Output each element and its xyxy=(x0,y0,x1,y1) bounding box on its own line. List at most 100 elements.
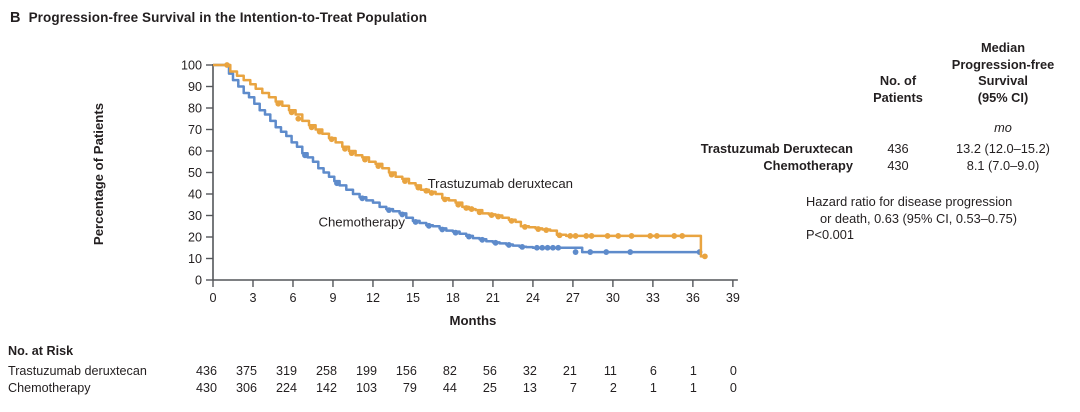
y-tick-label: 40 xyxy=(188,188,202,202)
censor-mark xyxy=(463,205,470,211)
censor-mark xyxy=(476,209,483,216)
curve-label-chemotherapy: Chemotherapy xyxy=(318,214,405,229)
y-tick-label: 80 xyxy=(188,102,202,116)
censor-mark xyxy=(604,233,611,239)
censor-mark xyxy=(572,249,579,255)
at-risk-value: 13 xyxy=(522,381,537,395)
censor-mark xyxy=(603,249,610,255)
at-risk-value: 2 xyxy=(609,381,617,395)
censor-mark xyxy=(342,145,348,152)
censor-mark xyxy=(275,100,282,107)
at-risk-value: 0 xyxy=(729,364,737,378)
at-risk-value: 1 xyxy=(649,381,657,395)
censor-mark xyxy=(671,233,678,239)
km-curve-chemotherapy xyxy=(213,63,700,254)
x-tick-label: 27 xyxy=(566,291,580,305)
at-risk-label-chemo: Chemotherapy xyxy=(8,381,91,395)
censor-mark xyxy=(439,226,446,233)
censor-mark xyxy=(519,243,526,250)
at-risk-value: 44 xyxy=(442,381,457,395)
summary-header-median: Median Progression-free Survival (95% CI… xyxy=(951,40,1055,105)
x-tick-label: 21 xyxy=(486,291,500,305)
censor-mark xyxy=(495,213,502,220)
hazard-line-1: Hazard ratio for disease progression xyxy=(806,194,1013,209)
censor-mark xyxy=(348,150,355,157)
censor-mark xyxy=(679,233,686,239)
at-risk-title: No. at Risk xyxy=(8,344,74,358)
y-tick-label: 90 xyxy=(188,80,202,94)
censor-mark xyxy=(415,184,422,191)
hazard-ratio-note: Hazard ratio for disease progression or … xyxy=(806,194,1017,244)
summary-row-median-chemo: 8.1 (7.0–9.0) xyxy=(966,158,1040,173)
censor-mark xyxy=(492,239,499,246)
km-curve-trastuzumab-deruxtecan xyxy=(213,63,707,258)
x-tick-label: 18 xyxy=(446,291,460,305)
at-risk-value: 56 xyxy=(482,364,497,378)
y-axis-title: Percentage of Patients xyxy=(91,103,106,245)
summary-row-label-chemo: Chemotherapy xyxy=(763,158,853,173)
censor-mark xyxy=(506,242,512,248)
censor-mark xyxy=(628,233,635,239)
censor-mark xyxy=(468,206,475,212)
x-tick-label: 36 xyxy=(686,291,700,305)
x-axis-title: Months xyxy=(449,313,496,328)
y-tick-label: 60 xyxy=(188,145,202,159)
y-tick-label: 10 xyxy=(188,252,202,266)
censor-mark xyxy=(701,253,708,260)
at-risk-value: 79 xyxy=(402,381,417,395)
censor-mark xyxy=(556,232,563,239)
x-tick-label: 12 xyxy=(366,291,380,305)
x-tick-label: 39 xyxy=(726,291,740,305)
curve-label-trastuzumab-deruxtecan: Trastuzumab deruxtecan xyxy=(428,176,573,191)
at-risk-value: 319 xyxy=(275,364,297,378)
at-risk-value: 142 xyxy=(315,381,337,395)
x-tick-label: 3 xyxy=(249,291,256,305)
censor-mark xyxy=(508,217,515,224)
panel-letter: B xyxy=(10,10,21,26)
y-tick-label: 20 xyxy=(188,231,202,245)
x-tick-label: 0 xyxy=(209,291,216,305)
x-tick-label: 6 xyxy=(289,291,296,305)
at-risk-value: 224 xyxy=(275,381,297,395)
at-risk-value: 0 xyxy=(729,381,737,395)
censor-mark xyxy=(555,244,562,251)
censor-mark xyxy=(587,249,594,255)
summary-row-median-tdxd: 13.2 (12.0–15.2) xyxy=(956,141,1050,156)
censor-mark xyxy=(615,233,622,239)
censor-mark xyxy=(455,201,462,208)
x-tick-label: 30 xyxy=(606,291,620,305)
at-risk-value: 430 xyxy=(195,381,217,395)
at-risk-value: 436 xyxy=(195,364,217,378)
at-risk-value: 1 xyxy=(689,364,697,378)
censor-mark xyxy=(328,136,335,143)
at-risk-value: 21 xyxy=(562,364,577,378)
summary-row-label-tdxd: Trastuzumab Deruxtecan xyxy=(700,141,853,156)
y-tick-label: 50 xyxy=(188,166,202,180)
censor-mark xyxy=(488,212,495,218)
censor-mark xyxy=(412,219,419,225)
censor-mark xyxy=(543,227,550,234)
censor-mark xyxy=(362,156,368,163)
at-risk-value: 82 xyxy=(442,364,457,378)
censor-mark xyxy=(288,109,295,116)
censor-mark xyxy=(588,233,595,239)
y-tick-label: 100 xyxy=(181,59,202,73)
number-at-risk-table: No. at Risk Trastuzumab deruxtecan Chemo… xyxy=(0,340,1080,410)
at-risk-value: 11 xyxy=(603,364,617,378)
summary-header-patients: No. of Patients xyxy=(873,73,923,105)
x-tick-label: 33 xyxy=(646,291,660,305)
censor-mark xyxy=(466,233,472,240)
at-risk-value: 199 xyxy=(355,364,377,378)
censor-mark xyxy=(627,249,634,255)
censor-mark xyxy=(647,233,654,239)
at-risk-label-tdxd: Trastuzumab deruxtecan xyxy=(8,364,147,378)
censor-mark xyxy=(522,223,528,230)
censor-mark xyxy=(399,211,406,218)
at-risk-value: 6 xyxy=(649,364,657,378)
censor-mark xyxy=(479,236,486,243)
x-tick-label: 15 xyxy=(406,291,420,305)
at-risk-value: 7 xyxy=(569,381,577,395)
panel-title: B Progression-free Survival in the Intent… xyxy=(10,10,427,26)
at-risk-value: 103 xyxy=(355,381,377,395)
y-tick-label: 0 xyxy=(195,274,202,288)
